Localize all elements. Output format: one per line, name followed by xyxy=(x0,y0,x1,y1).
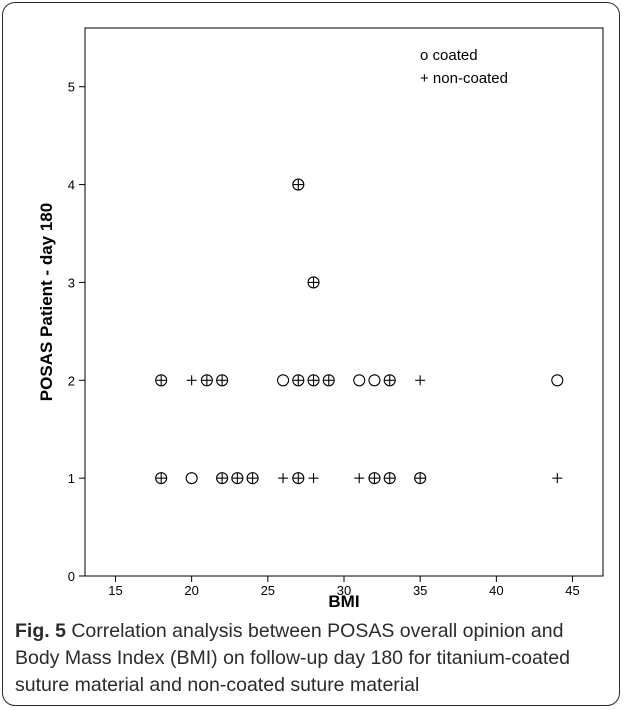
plot-area xyxy=(84,27,604,577)
point-coated xyxy=(414,472,427,485)
x-axis-label: BMI xyxy=(328,592,359,611)
y-tick-label: 4 xyxy=(68,178,75,193)
point-coated xyxy=(216,374,229,387)
legend-entry-non-coated: + non-coated xyxy=(420,70,508,87)
caption-text: Correlation analysis between POSAS overa… xyxy=(15,620,570,696)
point-coated xyxy=(200,374,213,387)
point-coated xyxy=(155,472,168,485)
point-non-coated xyxy=(308,375,319,386)
point-non-coated xyxy=(156,473,167,484)
point-coated xyxy=(277,374,290,387)
point-non-coated xyxy=(384,473,395,484)
point-coated xyxy=(307,374,320,387)
x-tick-label: 35 xyxy=(413,583,427,598)
point-non-coated xyxy=(156,375,167,386)
legend-entry-coated: o coated xyxy=(420,47,478,64)
figure-caption: Fig. 5 Correlation analysis between POSA… xyxy=(15,618,610,699)
y-axis-label: POSAS Patient - day 180 xyxy=(37,203,56,401)
point-coated xyxy=(292,472,305,485)
point-coated xyxy=(231,472,244,485)
point-non-coated xyxy=(232,473,243,484)
caption-label: Fig. 5 xyxy=(15,620,66,642)
x-tick-label: 40 xyxy=(489,583,503,598)
x-tick-label: 30 xyxy=(337,583,351,598)
x-tick-label: 20 xyxy=(184,583,198,598)
point-non-coated xyxy=(186,375,197,386)
point-non-coated xyxy=(308,473,319,484)
point-non-coated xyxy=(201,375,212,386)
point-non-coated xyxy=(247,473,258,484)
point-coated xyxy=(368,472,381,485)
point-non-coated xyxy=(354,473,365,484)
point-non-coated xyxy=(217,473,228,484)
data-points xyxy=(155,178,564,485)
point-coated xyxy=(155,374,168,387)
point-non-coated xyxy=(415,375,426,386)
point-coated xyxy=(292,178,305,191)
point-coated xyxy=(368,374,381,387)
y-tick-label: 5 xyxy=(68,80,75,95)
point-coated xyxy=(292,374,305,387)
point-coated xyxy=(383,472,396,485)
x-tick-label: 15 xyxy=(108,583,122,598)
point-coated xyxy=(322,374,335,387)
point-coated xyxy=(551,374,564,387)
point-coated xyxy=(246,472,259,485)
point-non-coated xyxy=(308,277,319,288)
point-coated xyxy=(216,472,229,485)
y-tick-label: 3 xyxy=(68,275,75,290)
point-non-coated xyxy=(217,375,228,386)
y-tick-label: 1 xyxy=(68,471,75,486)
point-coated xyxy=(353,374,366,387)
y-tick-label: 0 xyxy=(68,569,75,584)
point-non-coated xyxy=(293,473,304,484)
point-coated xyxy=(185,472,198,485)
point-non-coated xyxy=(293,179,304,190)
point-non-coated xyxy=(552,473,563,484)
x-tick-label: 25 xyxy=(261,583,275,598)
x-tick-label: 45 xyxy=(565,583,579,598)
point-non-coated xyxy=(323,375,334,386)
point-coated xyxy=(383,374,396,387)
point-coated xyxy=(307,276,320,289)
point-non-coated xyxy=(278,473,289,484)
point-non-coated xyxy=(369,473,380,484)
point-non-coated xyxy=(415,473,426,484)
y-tick-label: 2 xyxy=(68,373,75,388)
point-non-coated xyxy=(384,375,395,386)
point-non-coated xyxy=(293,375,304,386)
